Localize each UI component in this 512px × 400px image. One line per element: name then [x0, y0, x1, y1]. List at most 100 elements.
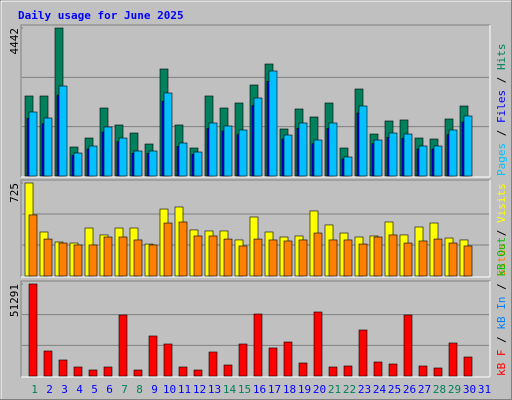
- bar: [178, 142, 188, 177]
- bar: [253, 238, 263, 277]
- bar: [328, 239, 338, 277]
- x-tick-label: 16: [253, 383, 266, 396]
- bar: [193, 151, 203, 177]
- x-tick-label: 12: [193, 383, 206, 396]
- bar: [208, 122, 218, 177]
- bar: [283, 341, 293, 377]
- bar: [223, 238, 233, 277]
- bar: [223, 125, 233, 177]
- x-tick-label: 20: [313, 383, 326, 396]
- bar: [28, 283, 38, 377]
- x-tick-label: 11: [178, 383, 191, 396]
- x-tick-label: 30: [463, 383, 476, 396]
- legend-entry: Hits: [495, 44, 508, 71]
- bar: [103, 126, 113, 177]
- bar: [58, 242, 68, 277]
- bar: [313, 232, 323, 277]
- bar: [163, 343, 173, 377]
- legend-entry: kB Out: [495, 237, 508, 277]
- chart-title: Daily usage for June 2025: [18, 9, 184, 22]
- bar: [88, 145, 98, 177]
- bar: [313, 139, 323, 177]
- bar: [313, 311, 323, 377]
- x-tick-label: 24: [373, 383, 387, 396]
- bar: [208, 351, 218, 377]
- bar: [133, 369, 143, 377]
- bar: [358, 329, 368, 377]
- bar: [328, 122, 338, 177]
- x-tick-label: 10: [163, 383, 176, 396]
- bar: [43, 117, 53, 177]
- x-tick-label: 7: [121, 383, 128, 396]
- bar: [223, 364, 233, 377]
- bar: [433, 238, 443, 277]
- bar: [238, 343, 248, 377]
- bar: [268, 239, 278, 277]
- bar: [268, 70, 278, 177]
- bar: [343, 239, 353, 277]
- bar: [343, 156, 353, 177]
- bar: [58, 85, 68, 177]
- bar: [133, 150, 143, 177]
- bar: [463, 245, 473, 277]
- bar: [73, 366, 83, 377]
- legend: Pages / Files / Hits: [495, 44, 508, 177]
- bar: [403, 133, 413, 177]
- bar: [418, 145, 428, 177]
- bar: [373, 139, 383, 177]
- bar: [43, 350, 53, 377]
- x-tick-label: 31: [478, 383, 491, 396]
- x-tick-label: 23: [358, 383, 371, 396]
- bar: [238, 245, 248, 277]
- bar: [208, 235, 218, 277]
- x-tick-label: 27: [418, 383, 431, 396]
- bar: [178, 221, 188, 277]
- x-tick-label: 13: [208, 383, 221, 396]
- bar: [253, 97, 263, 177]
- x-tick-label: 18: [283, 383, 296, 396]
- x-tick-label: 4: [76, 383, 83, 396]
- bar: [328, 366, 338, 377]
- bar: [148, 335, 158, 377]
- y-tick-label: 51291: [8, 284, 21, 317]
- bar: [193, 235, 203, 277]
- x-tick-label: 2: [46, 383, 53, 396]
- bar: [373, 236, 383, 277]
- bar: [358, 105, 368, 177]
- x-tick-label: 28: [433, 383, 446, 396]
- bar: [298, 122, 308, 177]
- bar: [388, 234, 398, 277]
- x-tick-label: 29: [448, 383, 461, 396]
- bar: [148, 150, 158, 177]
- bar: [403, 242, 413, 277]
- bar: [298, 362, 308, 377]
- legend-separator: /: [495, 330, 508, 350]
- bar: [88, 369, 98, 377]
- legend-entry: Pages: [495, 143, 508, 176]
- legend-entry: kB F: [495, 350, 508, 377]
- legend-entry: Files: [495, 90, 508, 123]
- x-tick-label: 6: [106, 383, 113, 396]
- x-tick-label: 3: [61, 383, 68, 396]
- bar: [463, 356, 473, 377]
- bar: [433, 145, 443, 177]
- y-tick-label: 725: [8, 183, 21, 203]
- x-tick-label: 26: [403, 383, 416, 396]
- legend-separator: /: [495, 277, 508, 297]
- bar: [388, 363, 398, 377]
- x-tick-label: 5: [91, 383, 98, 396]
- x-tick-label: 19: [298, 383, 311, 396]
- bar: [343, 365, 353, 377]
- bar: [133, 239, 143, 277]
- legend-entry: Sites: [495, 243, 508, 276]
- bar: [418, 240, 428, 277]
- bar: [403, 314, 413, 377]
- x-tick-label: 14: [223, 383, 237, 396]
- bar: [448, 242, 458, 277]
- x-tick-label: 22: [343, 383, 356, 396]
- bar: [298, 239, 308, 277]
- bar: [418, 365, 428, 377]
- x-tick-label: 9: [151, 383, 158, 396]
- legend-separator: /: [495, 223, 508, 243]
- bar: [28, 111, 38, 177]
